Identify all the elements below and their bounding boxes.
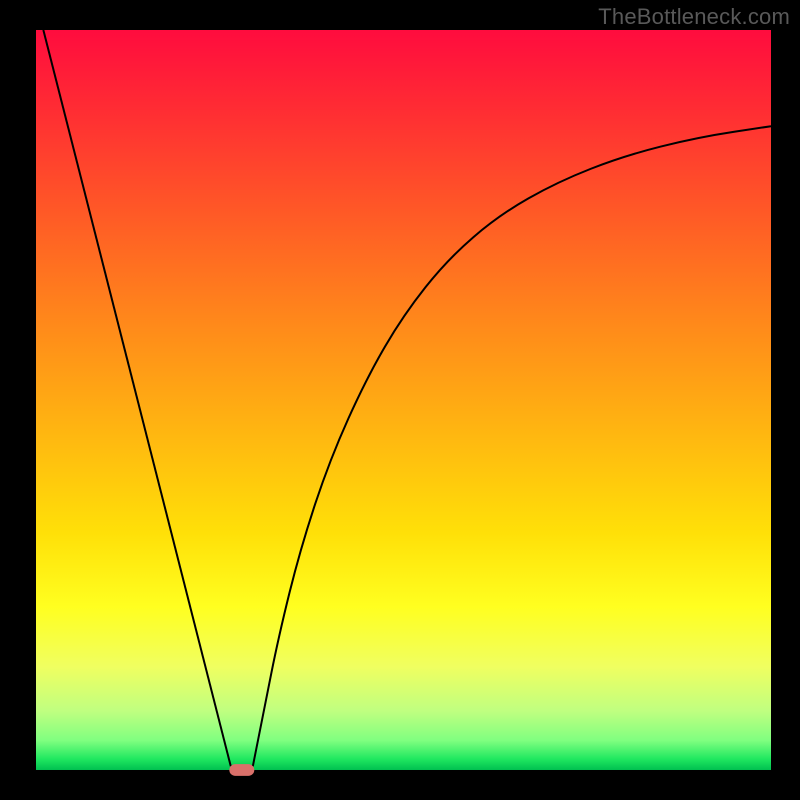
bottleneck-chart	[0, 0, 800, 800]
plot-background	[36, 30, 771, 770]
minimum-marker	[229, 764, 254, 776]
chart-container: TheBottleneck.com	[0, 0, 800, 800]
watermark-text: TheBottleneck.com	[598, 4, 790, 30]
